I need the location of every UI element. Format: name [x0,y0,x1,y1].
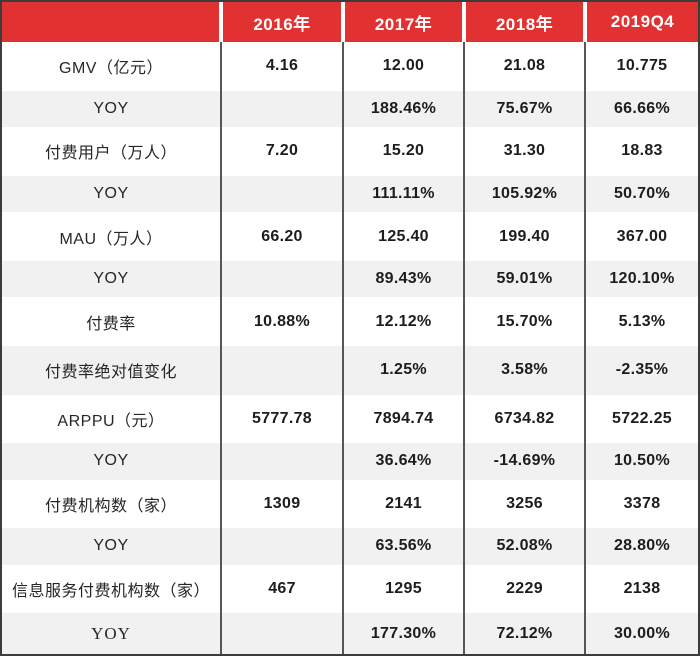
cell-value: 12.00 [342,42,464,91]
column-header-2019q4: 2019Q4 [583,2,698,42]
cell-value [220,443,343,480]
cell-value: 12.12% [342,297,464,346]
cell-value: 10.50% [584,443,698,480]
row-label-arppu: ARPPU（元） [57,412,165,430]
cell-value: 72.12% [463,613,585,654]
cell-value: 5.13% [584,297,698,346]
cell-value: 66.66% [584,90,698,128]
cell-value: 1295 [342,564,464,614]
cell-value: 111.11% [342,175,464,213]
header-row: 2016年 2017年 2018年 2019Q4 [2,2,698,42]
cell-value [220,260,343,298]
cell-value: 125.40 [342,212,464,261]
cell-value: 15.70% [463,297,585,346]
table-row: 付费机构数（家） 1309 2141 3256 3378 [2,479,698,529]
cell-value: 2138 [584,564,698,614]
cell-value: -2.35% [584,345,698,395]
cell-value: 21.08 [463,42,585,91]
table-row: 付费用户（万人） 7.20 15.20 31.30 18.83 [2,127,698,176]
cell-value: 52.08% [463,528,585,565]
row-label-yoy: YOY [93,184,129,202]
cell-value [220,90,343,128]
cell-value: 1.25% [342,345,464,395]
column-header-2017: 2017年 [341,2,464,42]
row-label-yoy: YOY [93,99,129,117]
cell-value: 188.46% [342,90,464,128]
cell-value: 30.00% [584,613,698,654]
cell-value: 10.775 [584,42,698,91]
table-row: ARPPU（元） 5777.78 7894.74 6734.82 5722.25 [2,394,698,444]
cell-value: 1309 [220,479,343,529]
cell-value: 6734.82 [463,394,585,444]
cell-value: 63.56% [342,528,464,565]
cell-value: 467 [220,564,343,614]
row-label-paying-institutions: 付费机构数（家） [44,497,177,515]
row-label-paying-users: 付费用户（万人） [44,145,177,163]
table-row: YOY 36.64% -14.69% 10.50% [2,443,698,480]
table-row: YOY 63.56% 52.08% 28.80% [2,528,698,565]
row-label-yoy: YOY [91,623,131,643]
cell-value: 7894.74 [342,394,464,444]
table-row: GMV（亿元） 4.16 12.00 21.08 10.775 [2,42,698,91]
cell-value: -14.69% [463,443,585,480]
table-row: YOY 89.43% 59.01% 120.10% [2,260,698,298]
table-row: MAU（万人） 66.20 125.40 199.40 367.00 [2,212,698,261]
cell-value: 2141 [342,479,464,529]
row-label-info-service-paying-institutions: 信息服务付费机构数（家） [11,583,210,601]
table-header: 2016年 2017年 2018年 2019Q4 [2,2,698,42]
column-header-2018: 2018年 [462,2,585,42]
cell-value: 105.92% [463,175,585,213]
cell-value: 75.67% [463,90,585,128]
cell-value: 89.43% [342,260,464,298]
cell-value: 50.70% [584,175,698,213]
row-label-gmv: GMV（亿元） [59,60,163,78]
cell-value [220,613,343,654]
row-label-paying-rate-abs-change: 付费率绝对值变化 [44,364,177,382]
cell-value: 15.20 [342,127,464,176]
table-row: YOY 111.11% 105.92% 50.70% [2,175,698,213]
table-row: 付费率绝对值变化 1.25% 3.58% -2.35% [2,345,698,395]
row-label-paying-rate: 付费率 [86,315,136,333]
cell-value: 36.64% [342,443,464,480]
cell-value: 7.20 [220,127,343,176]
column-header-2016: 2016年 [219,2,343,42]
cell-value: 10.88% [220,297,343,346]
table-row: 付费率 10.88% 12.12% 15.70% 5.13% [2,297,698,346]
table-row: YOY 177.30% 72.12% 30.00% [2,613,698,654]
column-header-label [2,2,221,42]
cell-value: 28.80% [584,528,698,565]
cell-value: 18.83 [584,127,698,176]
cell-value: 177.30% [342,613,464,654]
cell-value: 3378 [584,479,698,529]
cell-value: 3256 [463,479,585,529]
cell-value: 367.00 [584,212,698,261]
row-label-yoy: YOY [93,537,129,555]
cell-value [220,345,343,395]
cell-value: 120.10% [584,260,698,298]
row-label-mau: MAU（万人） [59,230,163,248]
cell-value: 66.20 [220,212,343,261]
cell-value: 3.58% [463,345,585,395]
cell-value: 31.30 [463,127,585,176]
cell-value: 199.40 [463,212,585,261]
row-label-yoy: YOY [93,270,129,288]
table-row: YOY 188.46% 75.67% 66.66% [2,90,698,128]
cell-value: 2229 [463,564,585,614]
table-body: GMV（亿元） 4.16 12.00 21.08 10.775 YOY 188.… [2,42,698,654]
cell-value: 59.01% [463,260,585,298]
row-label-yoy: YOY [93,452,129,470]
table-row: 信息服务付费机构数（家） 467 1295 2229 2138 [2,564,698,614]
cell-value: 4.16 [220,42,343,91]
cell-value: 5722.25 [584,394,698,444]
cell-value [220,528,343,565]
cell-value: 5777.78 [220,394,343,444]
cell-value [220,175,343,213]
